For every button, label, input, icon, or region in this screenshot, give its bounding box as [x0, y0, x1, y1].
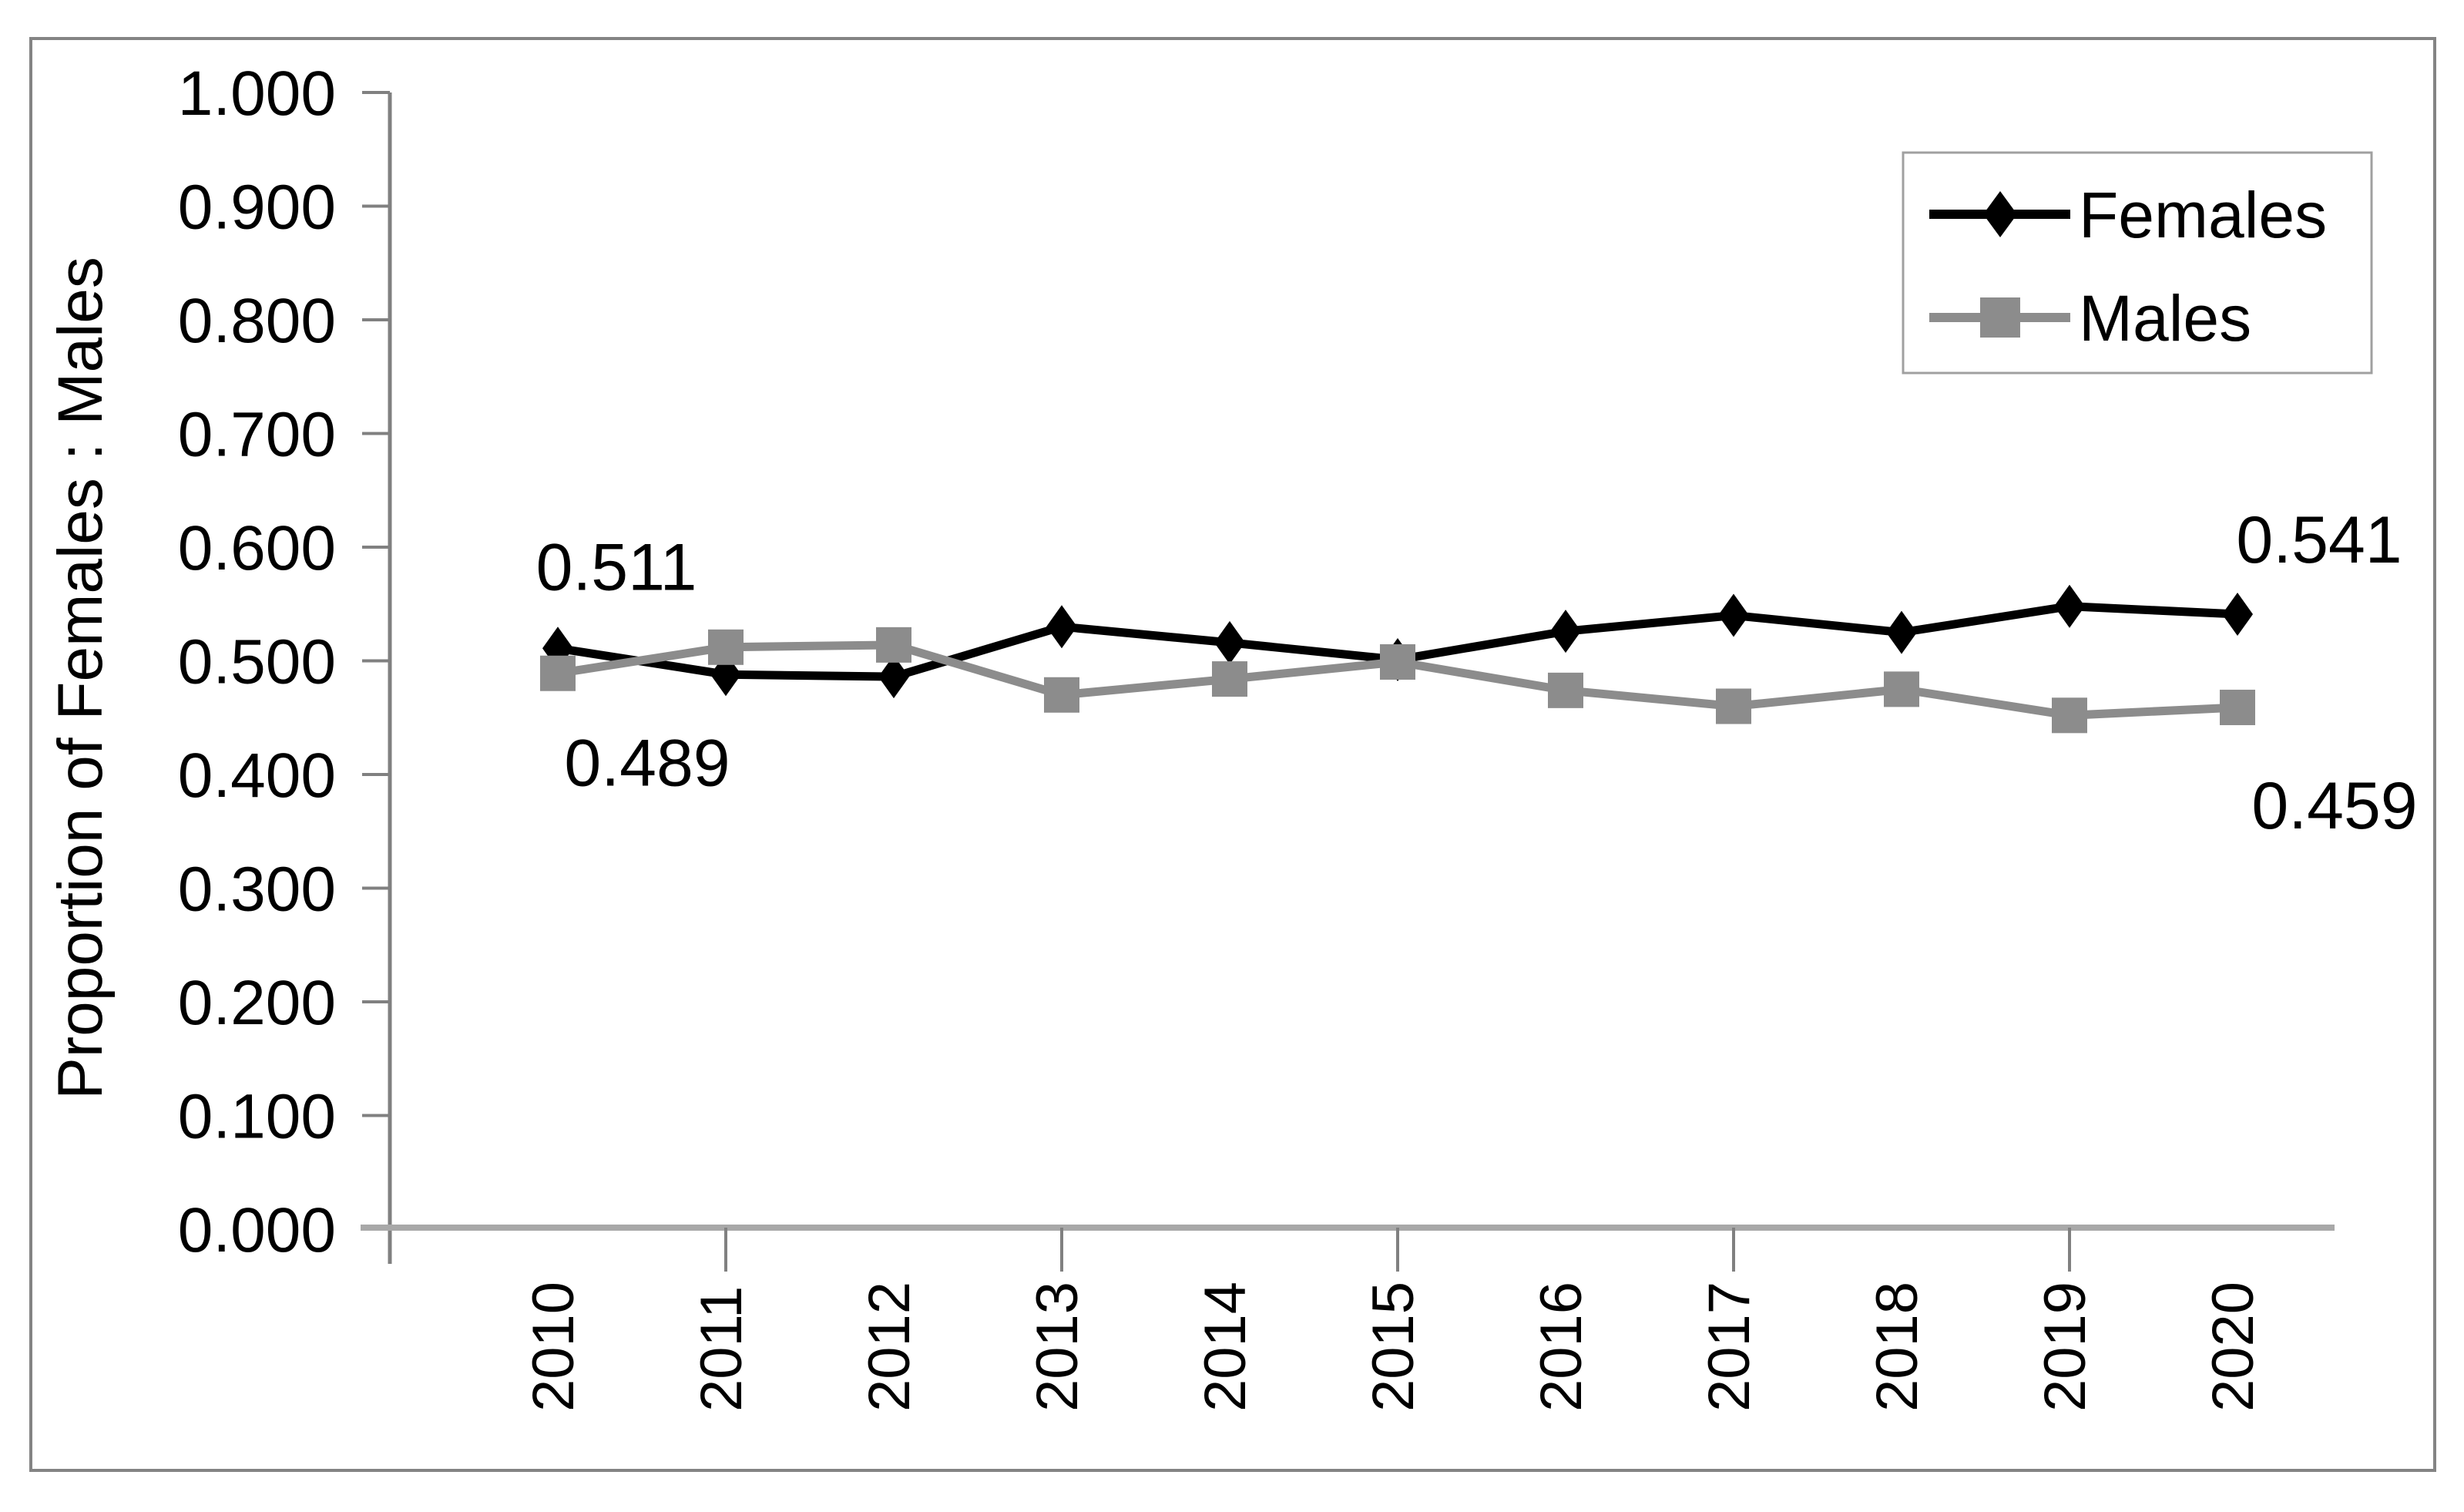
y-tick-label: 0.500	[178, 627, 336, 697]
males-marker	[2220, 689, 2255, 725]
males-marker	[708, 629, 744, 665]
males-marker	[1548, 672, 1583, 708]
y-tick-label: 0.100	[178, 1082, 336, 1152]
males-marker	[1044, 677, 1079, 713]
y-axis-title: Proportion of Females : Males	[45, 257, 116, 1100]
y-tick-label: 0.900	[178, 173, 336, 243]
females-marker	[2054, 584, 2085, 628]
x-tick-label: 2010	[521, 1282, 586, 1412]
males-marker	[2052, 697, 2087, 734]
x-tick-label: 2011	[689, 1286, 754, 1412]
males-marker	[1716, 688, 1751, 724]
y-tick-label: 0.400	[178, 741, 336, 811]
annotation-label: 0.459	[2251, 769, 2417, 843]
males-marker	[1212, 661, 1247, 697]
legend-label-females: Females	[2079, 179, 2327, 251]
y-tick-label: 1.000	[178, 59, 336, 129]
x-tick-label: 2017	[1697, 1282, 1762, 1412]
males-marker	[540, 655, 576, 691]
annotation-label: 0.541	[2236, 503, 2402, 577]
y-tick-label: 0.800	[178, 286, 336, 356]
x-tick-label: 2013	[1025, 1282, 1090, 1412]
males-marker	[876, 627, 911, 663]
legend-item-females: Females	[1929, 179, 2327, 251]
y-tick-label: 0.000	[178, 1195, 336, 1265]
females-marker	[1718, 593, 1749, 637]
males-square-icon	[1980, 297, 2020, 338]
legend: Females Males	[1902, 151, 2373, 375]
y-tick-label: 0.200	[178, 968, 336, 1038]
y-tick-label: 0.600	[178, 513, 336, 583]
x-tick-label: 2016	[1529, 1282, 1594, 1412]
x-tick-label: 2019	[2033, 1282, 2098, 1412]
females-marker	[1214, 620, 1245, 664]
annotation-label: 0.511	[536, 530, 697, 604]
legend-item-males: Males	[1929, 282, 2251, 354]
legend-label-males: Males	[2079, 282, 2251, 354]
females-marker	[878, 655, 909, 699]
females-marker	[2222, 593, 2253, 637]
females-marker	[1046, 605, 1077, 649]
x-tick-label: 2020	[2200, 1282, 2266, 1412]
annotation-label: 0.489	[564, 727, 730, 801]
males-marker	[1380, 643, 1415, 680]
x-tick-label: 2018	[1865, 1282, 1930, 1412]
females-diamond-icon	[1983, 191, 2017, 237]
x-tick-label: 2012	[857, 1282, 922, 1412]
y-tick-label: 0.300	[178, 855, 336, 925]
females-marker	[1550, 610, 1581, 654]
x-tick-label: 2014	[1193, 1282, 1258, 1412]
y-tick-label: 0.700	[178, 400, 336, 470]
x-tick-label: 2015	[1361, 1282, 1426, 1412]
females-marker	[1886, 610, 1917, 654]
males-marker	[1884, 671, 1919, 707]
